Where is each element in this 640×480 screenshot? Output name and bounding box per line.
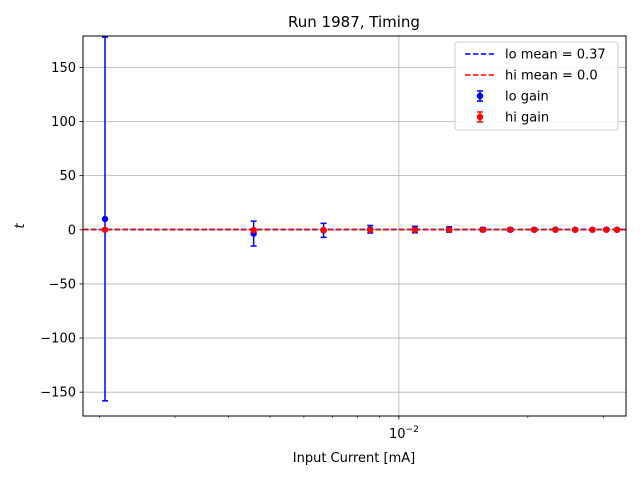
legend-point-swatch <box>476 92 484 100</box>
legend-label: lo mean = 0.37 <box>505 48 606 63</box>
y-tick-label: −50 <box>49 277 76 292</box>
y-tick-label: 100 <box>51 115 76 130</box>
data-point <box>552 226 559 233</box>
y-tick-label: 50 <box>59 169 76 184</box>
legend-label: lo gain <box>505 90 549 105</box>
data-point <box>479 226 487 233</box>
legend-box <box>454 41 619 131</box>
x-axis-title: Input Current [mA] <box>293 451 415 466</box>
data-point <box>531 226 538 233</box>
data-point <box>589 226 596 233</box>
data-point <box>572 226 579 233</box>
y-tick-label: 0 <box>68 223 76 238</box>
data-points <box>101 36 621 402</box>
plot-frame <box>82 35 627 417</box>
legend-label: hi gain <box>505 111 549 126</box>
data-point <box>250 226 257 234</box>
x-tick-label-base: 10 <box>389 427 406 442</box>
y-axis-title: t <box>13 223 28 229</box>
x-tick-label-exponent: −2 <box>406 425 419 435</box>
legend-point-swatch <box>476 113 484 121</box>
data-point <box>101 215 109 223</box>
data-point <box>507 226 514 233</box>
x-tick-label: 10−2 <box>389 425 419 442</box>
legend: lo mean = 0.37 hi mean = 0.0 lo gain hi gai… <box>454 41 619 131</box>
legend-label: hi mean = 0.0 <box>505 69 598 84</box>
data-point <box>603 226 610 233</box>
data-point <box>367 226 374 234</box>
data-point <box>411 226 419 234</box>
ticks: −150 −100 −50 0 50 100 150 10−2 <box>40 61 604 442</box>
data-point <box>101 226 109 233</box>
chart-title: Run 1987, Timing <box>288 13 420 31</box>
y-tick-label: −150 <box>40 386 76 401</box>
y-tick-label: −100 <box>40 332 76 347</box>
data-point <box>320 226 327 234</box>
data-point <box>445 226 453 234</box>
data-point <box>613 226 621 233</box>
y-tick-label: 150 <box>51 61 76 76</box>
